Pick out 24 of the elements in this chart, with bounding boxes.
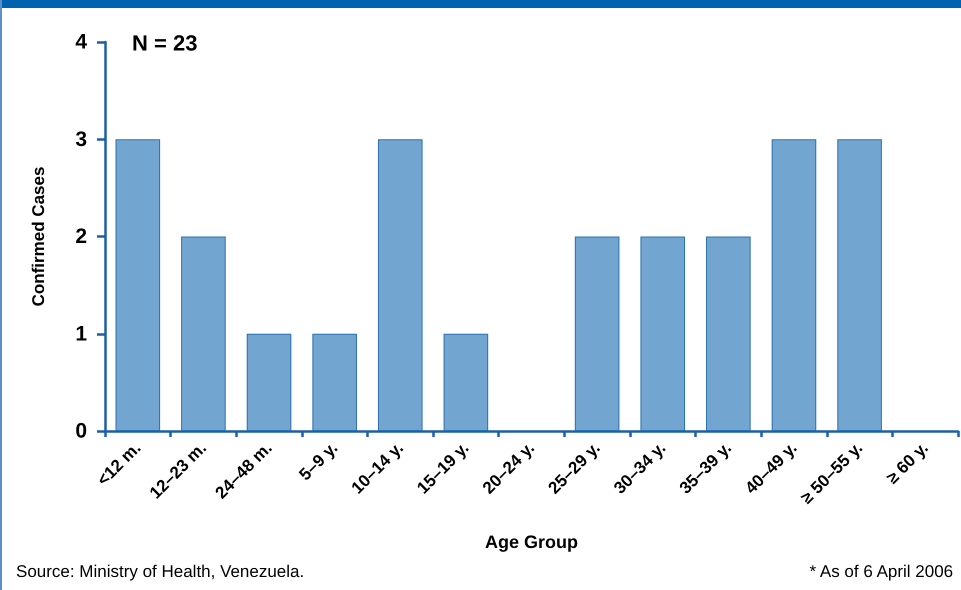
source-note: Source: Ministry of Health, Venezuela. [16, 562, 304, 581]
y-tick-label: 2 [75, 225, 87, 248]
bar [116, 139, 160, 431]
x-tick-label: 5–9 y. [295, 438, 342, 484]
y-axis-title: Confirmed Cases [29, 166, 48, 306]
bar [772, 139, 816, 431]
bar [444, 334, 488, 431]
x-axis-title: Age Group [485, 532, 578, 552]
bar [181, 236, 226, 431]
y-tick-label: 3 [75, 128, 87, 151]
text: * As of 6 April 2006 [809, 562, 954, 581]
bar [640, 236, 686, 431]
bar [837, 139, 882, 431]
bar [706, 236, 751, 431]
annotation: N = 23 [132, 30, 198, 56]
x-tick-label: <12 m. [93, 438, 145, 490]
x-tick-label: ≥ 60 y. [882, 438, 932, 488]
bar [312, 334, 357, 431]
y-tick-label: 4 [75, 30, 88, 54]
y-tick-label: 0 [75, 420, 87, 442]
bar [574, 236, 620, 431]
y-tick-label: 1 [75, 322, 88, 346]
bar [246, 334, 292, 431]
bar [378, 139, 423, 431]
